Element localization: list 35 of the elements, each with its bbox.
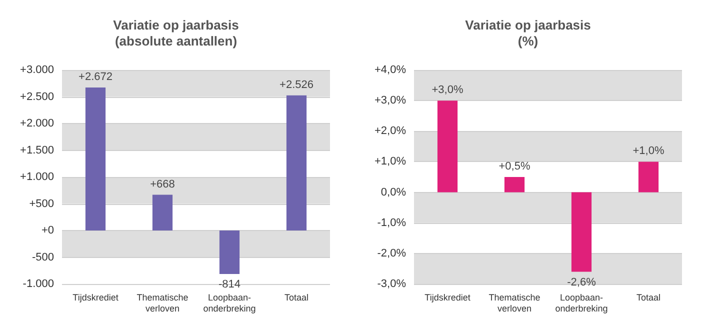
data-label: +668 bbox=[150, 178, 175, 190]
chart-title: Variatie op jaarbasis (%) bbox=[465, 18, 591, 48]
y-tick-label: +4,0% bbox=[374, 64, 406, 76]
y-tick-label: +1.000 bbox=[20, 171, 54, 183]
x-tick-label: Loopbaan- onderbreking bbox=[555, 292, 608, 314]
y-tick-label: -500 bbox=[32, 251, 54, 264]
y-tick-label: +3,0% bbox=[374, 94, 406, 107]
y-tick-label: +500 bbox=[29, 198, 54, 210]
data-label: -814 bbox=[218, 278, 241, 291]
data-label: +2.672 bbox=[78, 71, 112, 84]
y-tick-label: -3,0% bbox=[377, 278, 406, 290]
x-tick-label: Thematische verloven bbox=[488, 292, 540, 314]
y-tick-label: 0,0% bbox=[380, 186, 406, 198]
y-tick-label: +2.000 bbox=[20, 118, 54, 130]
x-tick-label: Totaal bbox=[284, 292, 309, 302]
x-tick-label: Tijdskrediet bbox=[72, 292, 119, 302]
y-tick-label: +1,0% bbox=[374, 156, 406, 168]
x-tick-label: Loopbaan- onderbreking bbox=[203, 292, 256, 314]
y-tick-label: +3.000 bbox=[20, 64, 54, 76]
data-label: -2,6% bbox=[567, 276, 596, 288]
x-tick-label: Tijdskrediet bbox=[424, 292, 471, 302]
chart-title: Variatie op jaarbasis (absolute aantallen) bbox=[113, 18, 239, 48]
y-tick-label: +2,0% bbox=[374, 125, 406, 138]
x-tick-label: Thematische verloven bbox=[136, 292, 188, 314]
y-tick-label: -1,0% bbox=[377, 216, 406, 229]
y-tick-label: +0 bbox=[41, 224, 54, 236]
y-tick-label: -2,0% bbox=[377, 247, 406, 260]
data-label: +0,5% bbox=[498, 160, 530, 172]
data-label: +1,0% bbox=[632, 145, 664, 158]
data-label: +2.526 bbox=[280, 78, 314, 91]
y-tick-label: -1.000 bbox=[22, 278, 54, 290]
y-tick-label: +1.500 bbox=[20, 144, 54, 156]
x-tick-label: Totaal bbox=[636, 292, 661, 302]
y-tick-label: +2.500 bbox=[20, 90, 54, 103]
data-label: +3,0% bbox=[432, 84, 464, 96]
